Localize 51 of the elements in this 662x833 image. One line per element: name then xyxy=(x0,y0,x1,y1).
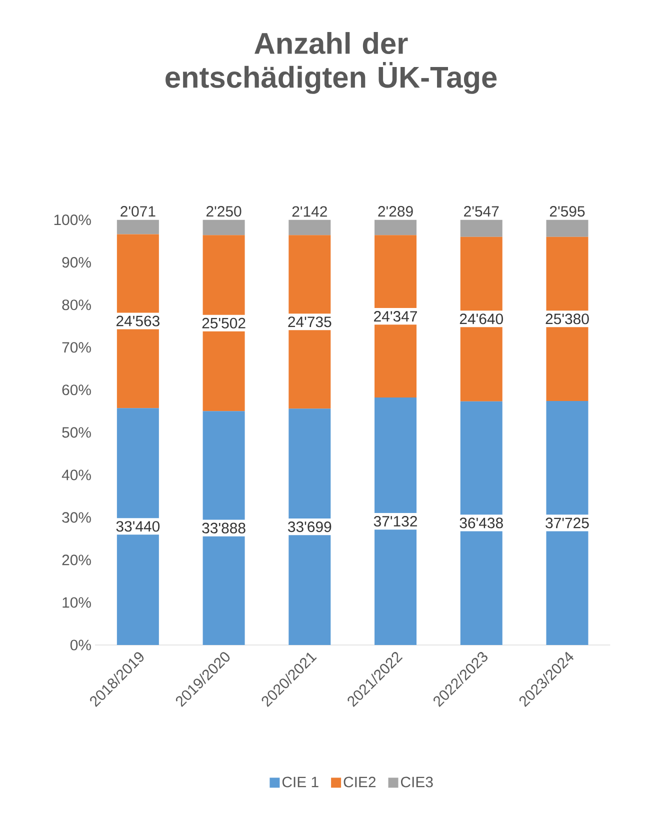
bar xyxy=(202,220,245,236)
bar xyxy=(288,235,331,409)
annotation: 24'640 xyxy=(460,314,503,324)
legend-label: CIE2 xyxy=(344,776,376,788)
legend-label: CIE3 xyxy=(401,776,433,788)
annotation: 33'440 xyxy=(116,521,160,532)
bar xyxy=(116,408,159,645)
annotation: 33'888 xyxy=(202,522,246,534)
annotation: 25'380 xyxy=(546,314,589,324)
annotation: 2'250 xyxy=(206,206,242,217)
bar xyxy=(116,234,159,408)
bar xyxy=(374,235,417,398)
bar xyxy=(546,400,588,645)
bar xyxy=(116,220,159,234)
y-tick-label: 40% xyxy=(62,470,91,480)
y-tick-label: 70% xyxy=(62,342,91,353)
bar xyxy=(460,236,502,402)
bar xyxy=(374,398,417,645)
annotation: 2'071 xyxy=(120,206,156,217)
annotation: 37'725 xyxy=(546,518,589,528)
y-tick-label: 80% xyxy=(62,300,91,310)
bar xyxy=(460,401,502,645)
bar xyxy=(202,235,245,412)
y-tick-label: 50% xyxy=(62,427,91,438)
bar xyxy=(202,411,245,645)
annotation: 33'699 xyxy=(288,522,332,532)
bar xyxy=(288,220,331,236)
bar xyxy=(546,236,588,401)
chart-title: Anzahl der entschädigten ÜK-Tage xyxy=(166,32,497,94)
annotation: 37'132 xyxy=(374,516,417,527)
annotation: 2'547 xyxy=(464,206,499,217)
annotation: 2'142 xyxy=(292,206,327,217)
y-tick-label: 100% xyxy=(54,214,91,226)
y-tick-label: 0% xyxy=(70,640,91,650)
y-tick-label: 20% xyxy=(62,554,91,566)
y-tick-label: 90% xyxy=(62,257,91,268)
annotation: 36'438 xyxy=(460,518,503,528)
annotation: 24'347 xyxy=(374,311,417,322)
legend-label: CIE 1 xyxy=(282,776,318,788)
y-tick-label: 60% xyxy=(62,384,91,396)
annotation: 25'502 xyxy=(202,318,246,328)
bar xyxy=(460,220,502,237)
annotation: 2'289 xyxy=(378,206,413,217)
bar xyxy=(374,220,417,236)
annotation: 24'735 xyxy=(288,316,332,328)
bar xyxy=(546,220,588,237)
y-tick-label: 10% xyxy=(62,597,91,608)
bar xyxy=(288,408,331,645)
annotation: 2'595 xyxy=(550,206,585,217)
annotation: 24'563 xyxy=(116,316,160,326)
y-tick-label: 30% xyxy=(62,512,91,523)
